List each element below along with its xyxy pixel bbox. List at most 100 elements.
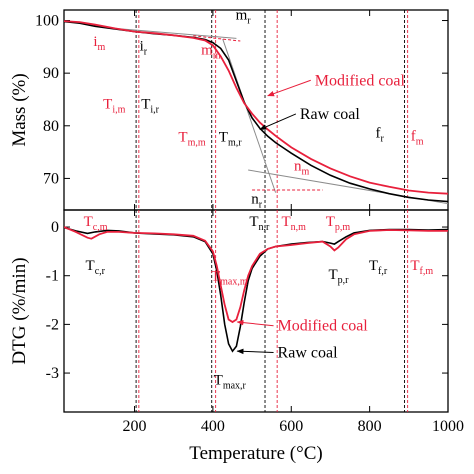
annotation-label: Tn,m bbox=[281, 214, 306, 233]
annotation-main: T bbox=[326, 214, 335, 230]
annotation-main: T bbox=[141, 96, 150, 112]
x-tick-label: 400 bbox=[201, 418, 225, 435]
annotation-subscript: max,r bbox=[223, 380, 247, 391]
x-axis-title: Temperature (°C) bbox=[189, 443, 322, 464]
annotation-label: im bbox=[93, 34, 105, 53]
y-tick-label: 90 bbox=[43, 65, 59, 82]
annotation-main: m bbox=[236, 7, 248, 23]
y-axis-title: Mass (%) bbox=[9, 73, 30, 146]
series-label: Raw coal bbox=[300, 106, 361, 123]
annotation-main: i bbox=[140, 39, 144, 55]
y-tick-label: -3 bbox=[46, 365, 59, 382]
annotation-main: T bbox=[249, 214, 258, 230]
annotation-main: n bbox=[294, 159, 302, 175]
annotation-main: T bbox=[410, 258, 419, 274]
annotation-label: mr bbox=[236, 7, 252, 26]
label-arrow bbox=[259, 113, 297, 130]
annotation-subscript: max,m bbox=[220, 277, 248, 288]
annotation-main: n bbox=[251, 192, 259, 208]
annotation-label: Tmax,r bbox=[214, 372, 247, 391]
annotation-subscript: m bbox=[302, 167, 310, 178]
annotation-subscript: p,m bbox=[335, 222, 351, 233]
annotation-main: T bbox=[369, 258, 378, 274]
label-arrow bbox=[236, 319, 274, 327]
tangent-line-modified bbox=[193, 35, 241, 42]
annotation-subscript: m,r bbox=[228, 138, 242, 149]
annotation-main: T bbox=[103, 96, 112, 112]
annotation-label: Tmax,m bbox=[211, 269, 248, 288]
annotation-label: Tn,r bbox=[249, 214, 270, 233]
panel-bottom: 0 -1 -2 -3 200 400 600 800 1000 DTG (%/min) Temper… bbox=[9, 209, 464, 464]
x-tick-label: 1000 bbox=[432, 418, 464, 435]
annotation-label: Tp,m bbox=[326, 214, 351, 233]
annotation-label: Tp,r bbox=[328, 267, 349, 286]
annotation-main: T bbox=[219, 130, 228, 146]
annotation-label: fr bbox=[376, 125, 385, 144]
annotation-main: T bbox=[84, 214, 93, 230]
y-tick-label: 100 bbox=[35, 13, 59, 30]
annotation-label: Tc,m bbox=[84, 214, 108, 233]
tangent-line bbox=[114, 27, 237, 39]
annotation-main: T bbox=[178, 130, 187, 146]
annotation-subscript: n,m bbox=[291, 222, 307, 233]
y-axis-title: DTG (%/min) bbox=[9, 257, 30, 364]
annotation-subscript: m bbox=[98, 42, 106, 53]
y-tick-label: 80 bbox=[43, 118, 59, 135]
annotation-main: f bbox=[411, 129, 416, 145]
series-label: Raw coal bbox=[278, 344, 339, 361]
annotation-label: nm bbox=[294, 159, 310, 178]
y-tick-label: -1 bbox=[46, 268, 59, 285]
annotation-subscript: f,r bbox=[378, 266, 388, 277]
annotation-subscript: m bbox=[213, 51, 221, 62]
series-label: Modified coal bbox=[278, 318, 369, 335]
annotation-label: nr bbox=[251, 192, 263, 211]
series-label: Modified coal bbox=[315, 72, 406, 89]
annotation-subscript: r bbox=[144, 47, 148, 58]
series-line-modified-coal bbox=[64, 20, 448, 195]
annotation-label: ir bbox=[140, 39, 148, 58]
annotation-subscript: c,m bbox=[93, 222, 108, 233]
annotation-main: T bbox=[281, 214, 290, 230]
annotation-label: mm bbox=[201, 43, 221, 62]
annotation-subscript: c,r bbox=[95, 266, 106, 277]
annotation-subscript: p,r bbox=[338, 275, 350, 286]
annotation-subscript: m,m bbox=[188, 138, 206, 149]
annotation-label: Tm,r bbox=[219, 130, 242, 149]
annotation-subscript: m bbox=[416, 137, 424, 148]
annotation-subscript: r bbox=[247, 15, 251, 26]
annotation-subscript: r bbox=[381, 133, 385, 144]
annotation-label: Ti,r bbox=[141, 96, 159, 115]
y-tick-label: 70 bbox=[43, 170, 59, 187]
annotation-main: f bbox=[376, 125, 381, 141]
tangent-line bbox=[222, 38, 277, 193]
y-tick-label: -2 bbox=[46, 316, 59, 333]
y-tick-label: 0 bbox=[51, 219, 59, 236]
x-tick-label: 200 bbox=[123, 418, 147, 435]
annotation-label: Tf,m bbox=[410, 258, 433, 277]
annotation-label: fm bbox=[411, 129, 424, 148]
annotation-main: T bbox=[86, 258, 95, 274]
label-arrow bbox=[267, 79, 311, 97]
annotation-label: Ti,m bbox=[103, 96, 125, 115]
label-arrow bbox=[236, 348, 274, 355]
series-line-raw-coal bbox=[64, 226, 448, 353]
annotation-main: i bbox=[93, 34, 97, 50]
plot-frame bbox=[63, 209, 449, 413]
annotation-label: Tm,m bbox=[178, 130, 205, 149]
series-line-modified-coal bbox=[64, 226, 448, 324]
annotation-main: T bbox=[211, 269, 220, 285]
annotation-main: m bbox=[201, 43, 213, 59]
annotation-main: T bbox=[214, 372, 223, 388]
annotation-subscript: i,m bbox=[112, 104, 125, 115]
annotation-subscript: r bbox=[259, 200, 263, 211]
annotation-label: Tc,r bbox=[86, 258, 106, 277]
x-tick-label: 800 bbox=[358, 418, 382, 435]
annotation-label: Tf,r bbox=[369, 258, 388, 277]
annotation-main: T bbox=[328, 267, 337, 283]
annotation-subscript: i,r bbox=[150, 104, 159, 115]
annotation-subscript: n,r bbox=[259, 222, 271, 233]
x-tick-label: 600 bbox=[279, 418, 303, 435]
annotation-subscript: f,m bbox=[420, 266, 434, 277]
